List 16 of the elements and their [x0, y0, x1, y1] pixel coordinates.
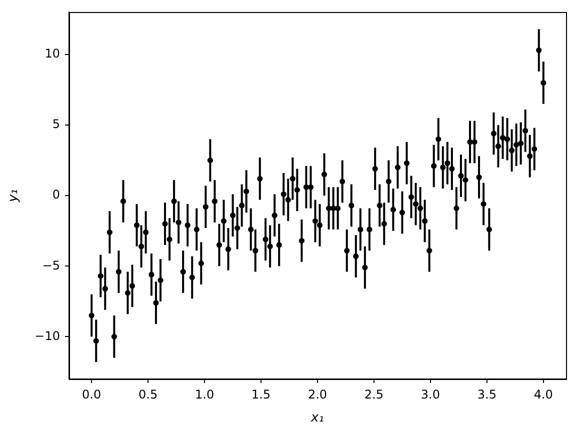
x-tick-label: 1.5: [251, 387, 271, 402]
y-tick-label: −5: [42, 258, 60, 272]
y-tick-label: 0: [52, 188, 60, 202]
x-tick-label: 1.0: [195, 387, 214, 402]
y-tick-label: 5: [52, 117, 60, 132]
x-tick-label: 0.0: [82, 387, 102, 402]
x-tick-label: 4.0: [534, 387, 553, 402]
y-tick-label: 10: [44, 46, 60, 61]
y-axis-title: y₁: [6, 189, 22, 204]
x-tick-label: 3.0: [420, 387, 440, 402]
x-tick-label: 2.5: [364, 387, 384, 402]
x-tick-label: 0.5: [138, 387, 158, 402]
x-axis-title: x₁: [310, 410, 324, 426]
x-tick-label: 3.5: [477, 387, 496, 402]
y-tick-label: −10: [34, 328, 60, 343]
x-tick-label: 2.0: [308, 387, 328, 402]
